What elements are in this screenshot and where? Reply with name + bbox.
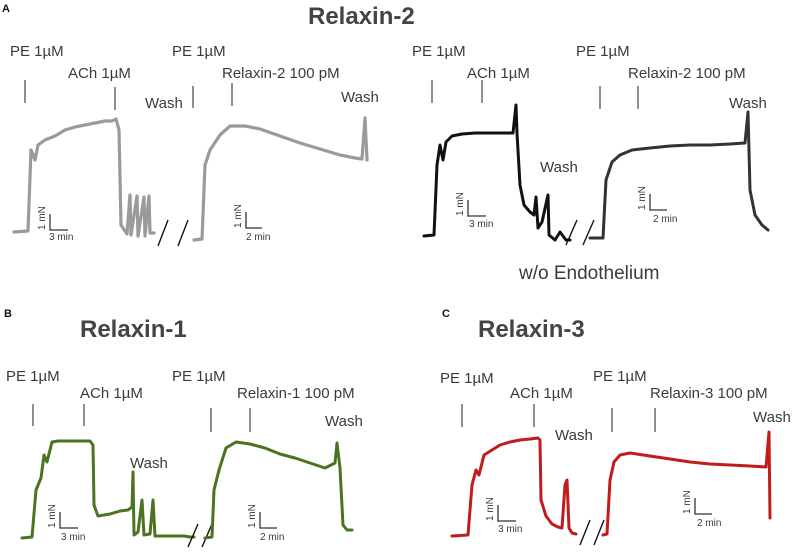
subtitle-without-endothelium: w/o Endothelium — [518, 263, 659, 284]
scale-bar-1-x: 3 min — [49, 232, 73, 243]
scale-bar-2-y: 1 mN — [233, 204, 244, 228]
trace-relaxin-response — [192, 116, 369, 242]
break-mark-1 — [157, 219, 169, 247]
break-mark-2 — [593, 519, 605, 546]
scale-bar-2-x: 2 min — [653, 214, 677, 225]
scale-bar-2 — [259, 512, 277, 529]
break-mark-1 — [187, 523, 199, 548]
label-pe-2: PE 1µM — [172, 43, 226, 60]
panel-letter-c: C — [442, 308, 450, 320]
label-wash-2: Wash — [341, 89, 379, 106]
scale-bar-1 — [49, 214, 68, 231]
label-wash-2: Wash — [753, 409, 791, 426]
scale-bar-1 — [467, 200, 486, 217]
panel-letter-b: B — [4, 308, 12, 320]
scale-bar-2-y: 1 mN — [682, 490, 693, 514]
scale-bar-1-y: 1 mN — [485, 497, 496, 521]
label-relaxin: Relaxin-2 100 pM — [222, 65, 340, 82]
label-pe-2: PE 1µM — [576, 43, 630, 60]
scale-bar-1-x: 3 min — [469, 219, 493, 230]
scale-bar-2-x: 2 min — [246, 232, 270, 243]
label-pe-2: PE 1µM — [172, 368, 226, 385]
scale-bar-1-y: 1 mN — [455, 192, 466, 216]
panel-a: A Relaxin-2 PE 1µM ACh 1µM Wash PE 1µM R… — [2, 3, 770, 284]
scale-bar-1-x: 3 min — [61, 532, 85, 543]
panel-letter-a: A — [2, 3, 10, 15]
label-pe-1: PE 1µM — [6, 368, 60, 385]
trace-ach-response — [20, 439, 196, 540]
label-wash-1: Wash — [540, 159, 578, 176]
label-pe-1: PE 1µM — [412, 43, 466, 60]
label-wash-1: Wash — [145, 95, 183, 112]
label-pe-1: PE 1µM — [440, 370, 494, 387]
label-relaxin: Relaxin-2 100 pM — [628, 65, 746, 82]
panel-title-c: Relaxin-3 — [478, 316, 585, 343]
break-mark-2 — [582, 219, 595, 246]
scale-bar-2 — [694, 498, 712, 515]
panel-b: B Relaxin-1 PE 1µM ACh 1µM Wash PE 1µM R… — [4, 308, 363, 548]
label-wash-2: Wash — [325, 413, 363, 430]
scale-bar-2-x: 2 min — [697, 518, 721, 529]
scale-bar-2-y: 1 mN — [247, 504, 258, 528]
panel-a-right: PE 1µM ACh 1µM Wash PE 1µM Relaxin-2 100… — [412, 43, 770, 246]
trace-ach-response — [12, 117, 156, 238]
label-pe-1: PE 1µM — [10, 43, 64, 60]
scale-bar-2 — [245, 212, 262, 229]
label-relaxin: Relaxin-3 100 pM — [650, 385, 768, 402]
trace-ach-response — [450, 436, 578, 538]
trace-relaxin-response — [588, 110, 770, 240]
trace-relaxin-response — [203, 440, 354, 540]
panel-c: C Relaxin-3 PE 1µM ACh 1µM Wash PE 1µM R… — [440, 308, 791, 546]
label-wash-1: Wash — [555, 427, 593, 444]
label-relaxin: Relaxin-1 100 pM — [237, 385, 355, 402]
panel-a-left: PE 1µM ACh 1µM Wash PE 1µM Relaxin-2 100… — [10, 43, 379, 247]
trace-relaxin-response — [601, 430, 772, 537]
break-mark-1 — [565, 219, 578, 246]
label-ach: ACh 1µM — [68, 65, 131, 82]
break-mark-2 — [201, 523, 213, 548]
panel-title-a: Relaxin-2 — [308, 3, 415, 30]
scale-bar-2-x: 2 min — [260, 532, 284, 543]
scale-bar-1-x: 3 min — [498, 524, 522, 535]
panel-title-b: Relaxin-1 — [80, 316, 187, 343]
label-wash-2: Wash — [729, 95, 767, 112]
scale-bar-1-y: 1 mN — [37, 206, 48, 230]
scale-bar-2 — [649, 194, 667, 211]
label-ach: ACh 1µM — [467, 65, 530, 82]
label-pe-2: PE 1µM — [593, 368, 647, 385]
scale-bar-1-y: 1 mN — [47, 504, 58, 528]
break-mark-1 — [579, 519, 591, 546]
scale-bar-2-y: 1 mN — [637, 186, 648, 210]
label-ach: ACh 1µM — [510, 385, 573, 402]
scale-bar-1 — [59, 512, 78, 529]
scale-bar-1 — [497, 505, 516, 522]
label-wash-1: Wash — [130, 455, 168, 472]
trace-ach-response — [422, 103, 572, 242]
label-ach: ACh 1µM — [80, 385, 143, 402]
break-mark-2 — [177, 219, 189, 247]
